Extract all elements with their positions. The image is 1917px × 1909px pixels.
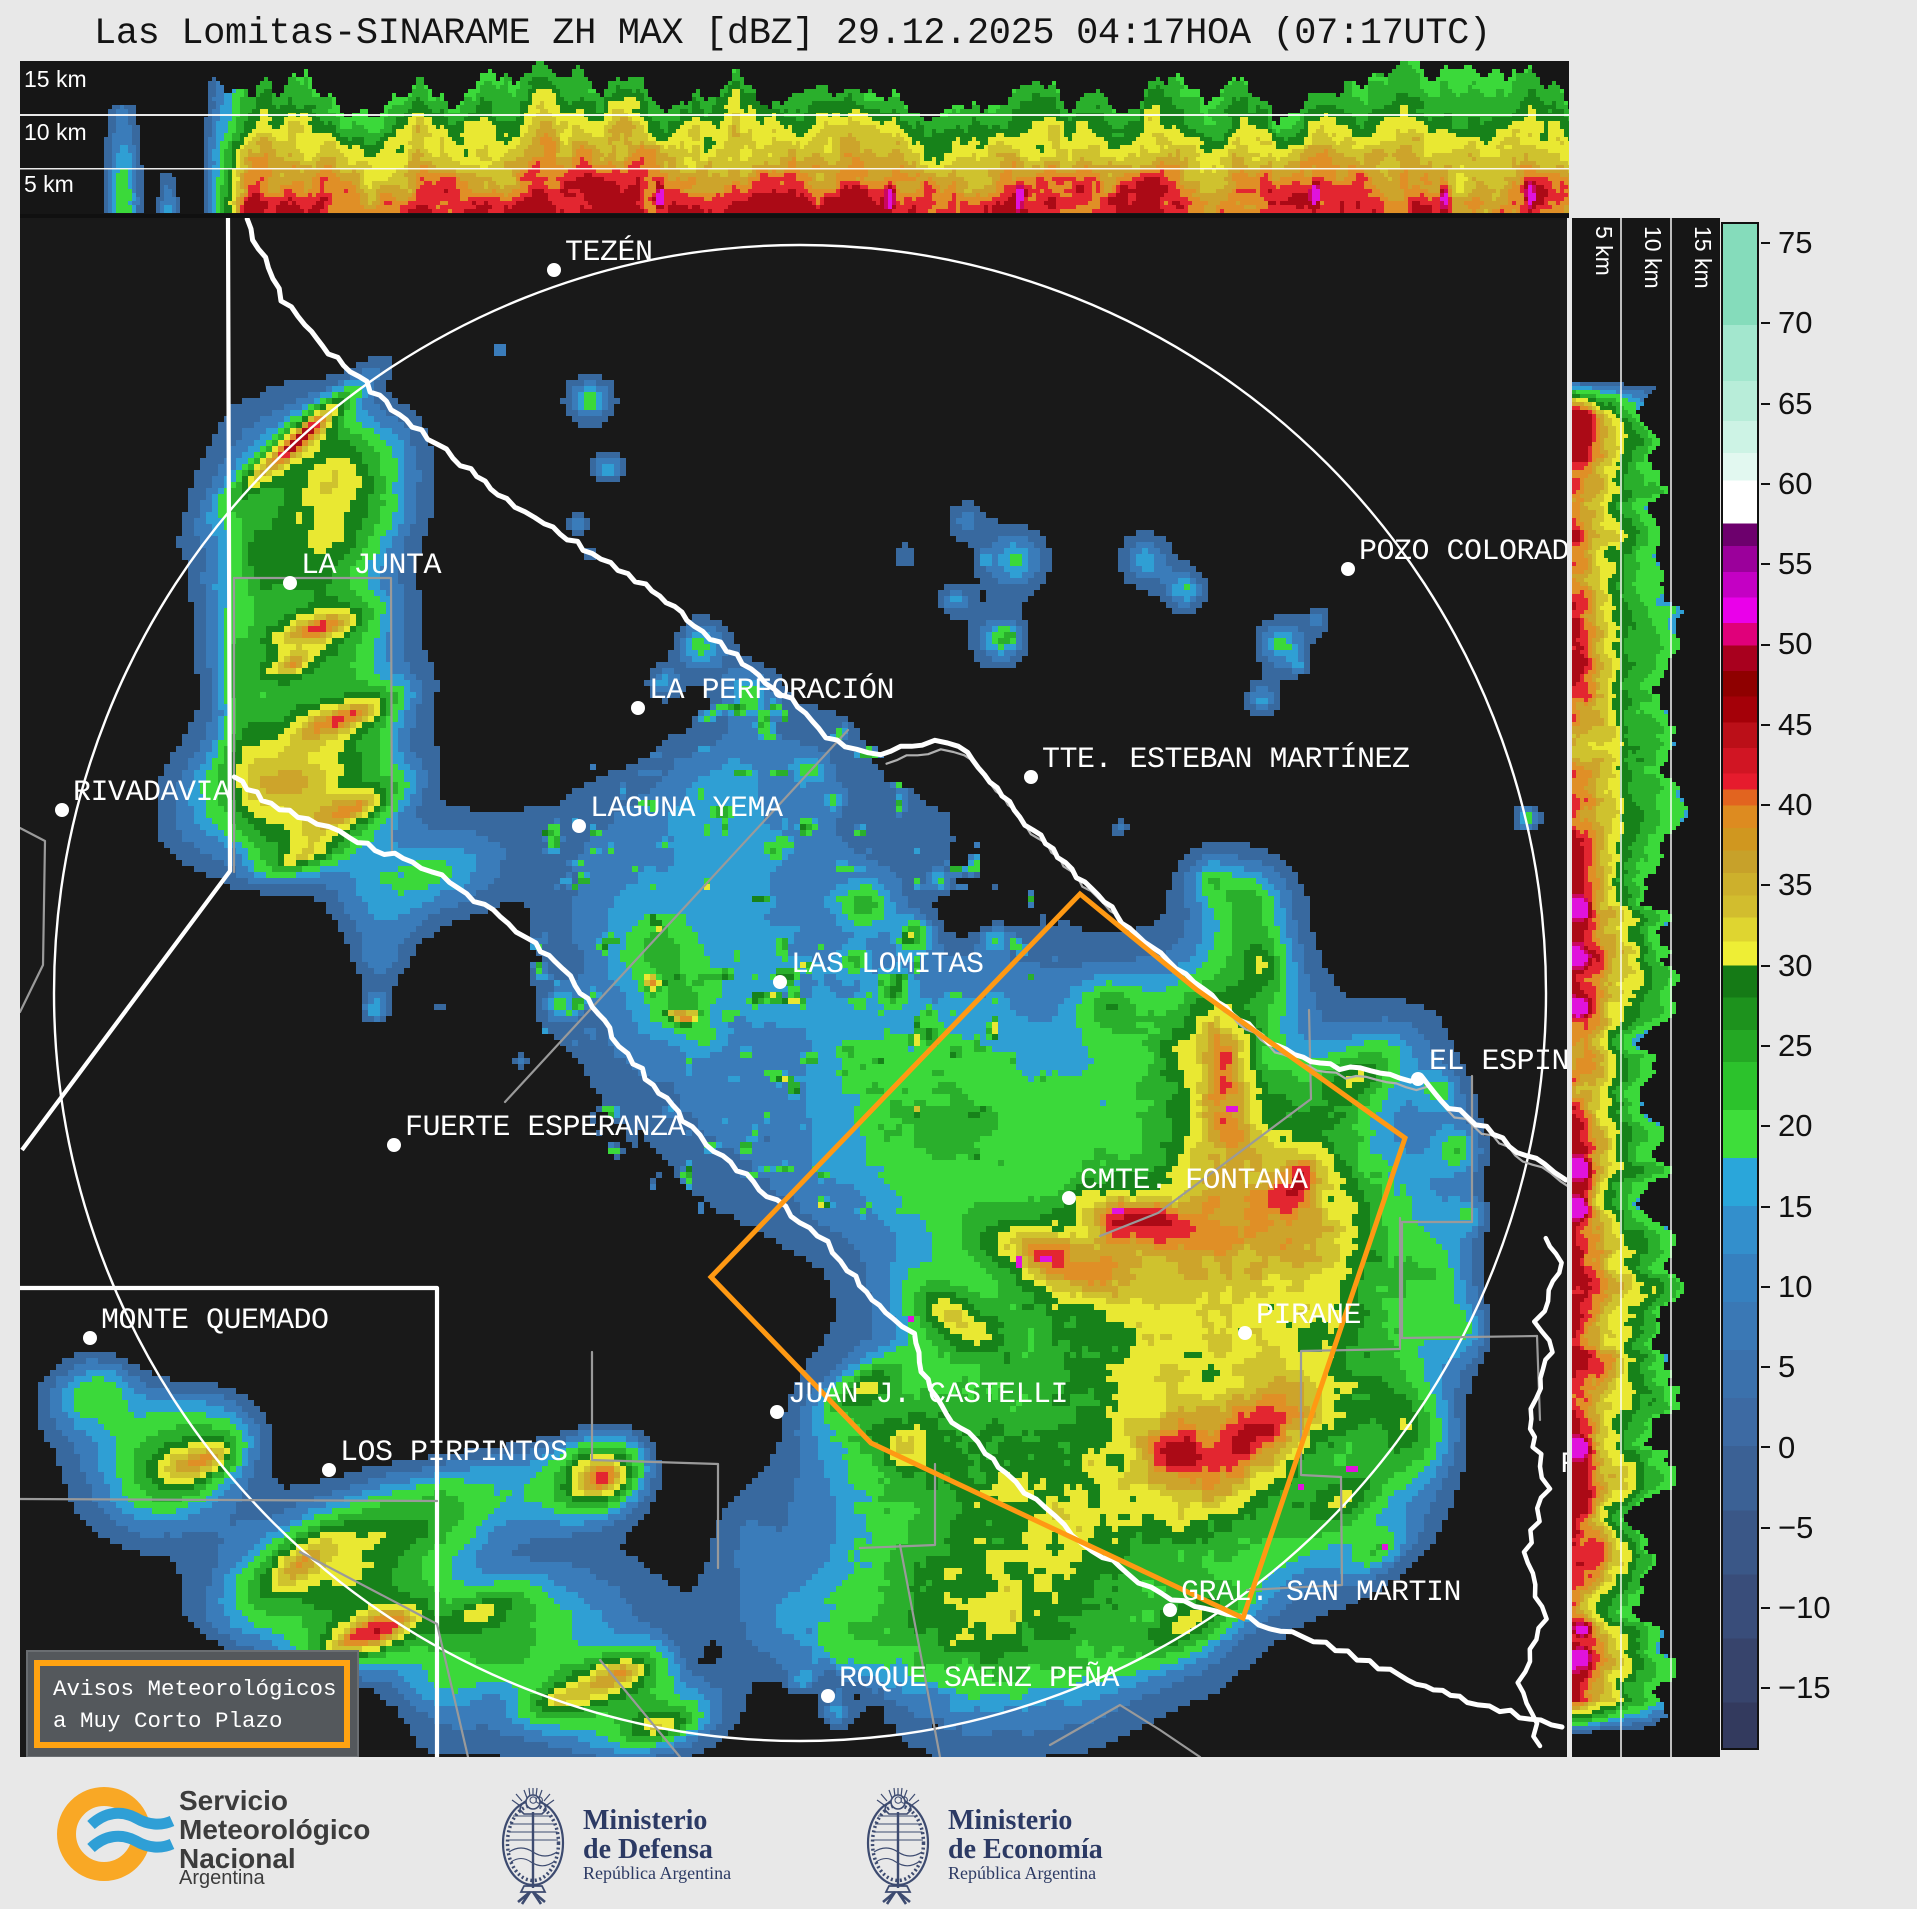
svg-text:LOS PIRPINTOS: LOS PIRPINTOS (340, 1436, 568, 1470)
svg-text:LAGUNA YEMA: LAGUNA YEMA (590, 792, 783, 826)
svg-text:JUAN J. CASTELLI: JUAN J. CASTELLI (788, 1378, 1068, 1412)
svg-text:10 km: 10 km (1640, 226, 1666, 289)
svg-text:Avisos Meteorológicos: Avisos Meteorológicos (53, 1676, 337, 1702)
svg-text:TEZÉN: TEZÉN (565, 235, 653, 270)
svg-text:LA JUNTA: LA JUNTA (301, 549, 442, 583)
svg-text:ROQUE SAENZ PEÑA: ROQUE SAENZ PEÑA (839, 1661, 1120, 1696)
svg-text:POZO COLORADO: POZO COLORADO (1359, 535, 1567, 569)
svg-text:LAS LOMITAS: LAS LOMITAS (791, 948, 984, 982)
svg-text:5 km: 5 km (24, 171, 74, 197)
svg-text:a Muy Corto Plazo: a Muy Corto Plazo (53, 1708, 283, 1734)
svg-text:5 km: 5 km (1591, 226, 1617, 276)
svg-text:FUERTE ESPERANZA: FUERTE ESPERANZA (405, 1111, 686, 1145)
svg-text:PIRANE: PIRANE (1256, 1299, 1361, 1333)
svg-text:15 km: 15 km (1690, 226, 1716, 289)
svg-text:10 km: 10 km (24, 119, 87, 145)
svg-text:LA PERFORACIÓN: LA PERFORACIÓN (649, 673, 894, 708)
svg-text:RIVADAVIA: RIVADAVIA (73, 776, 231, 810)
svg-text:GRAL. SAN MARTIN: GRAL. SAN MARTIN (1181, 1576, 1461, 1610)
svg-text:EL ESPINILLO: EL ESPINILLO (1429, 1045, 1567, 1079)
svg-text:F: F (1560, 1448, 1567, 1482)
svg-text:TTE. ESTEBAN MARTÍNEZ: TTE. ESTEBAN MARTÍNEZ (1042, 742, 1410, 777)
svg-text:MONTE QUEMADO: MONTE QUEMADO (101, 1304, 329, 1338)
svg-text:15 km: 15 km (24, 66, 87, 92)
svg-text:CMTE. FONTANA: CMTE. FONTANA (1080, 1164, 1308, 1198)
